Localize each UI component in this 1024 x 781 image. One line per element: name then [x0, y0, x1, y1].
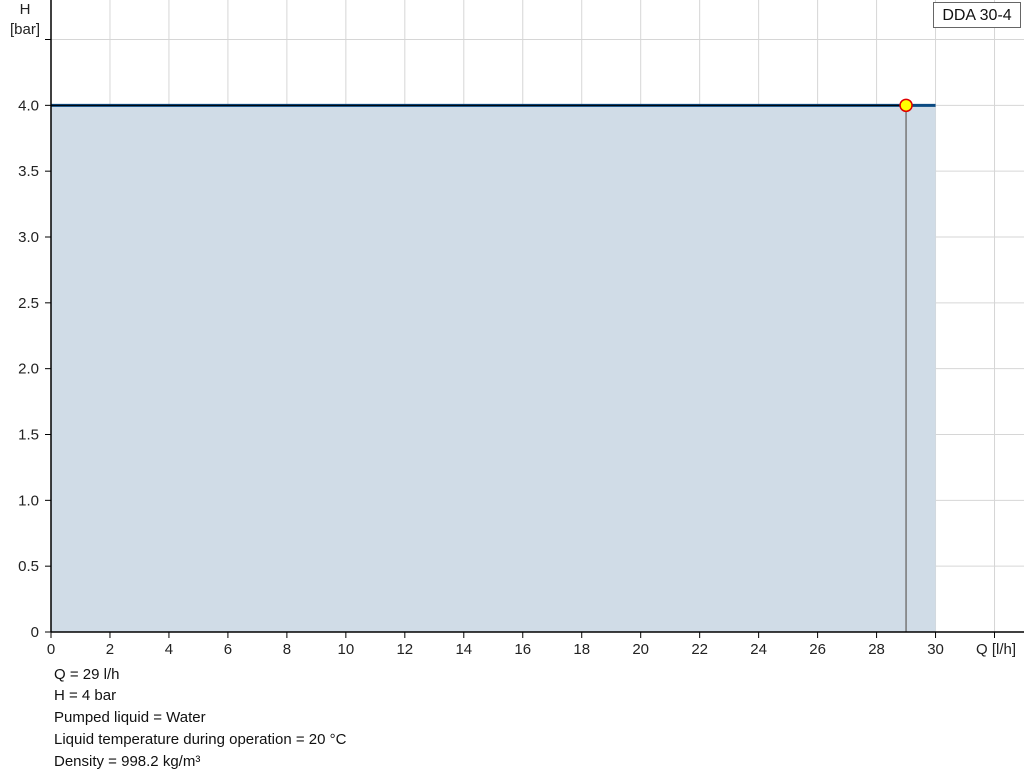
legend-series-name: DDA 30-4 [933, 2, 1021, 28]
info-liquid: Pumped liquid = Water [54, 709, 206, 726]
series-area [51, 105, 936, 633]
info-density: Density = 998.2 kg/m³ [54, 753, 201, 770]
x-tick-label: 24 [750, 641, 767, 658]
x-tick-label: 28 [868, 641, 885, 658]
operating-point [899, 98, 913, 113]
y-tick-label: 3.5 [18, 163, 39, 180]
y-axis-unit: [bar] [10, 21, 40, 38]
info-head: H = 4 bar [54, 687, 117, 704]
x-tick-label: 6 [224, 641, 232, 658]
x-tick-label: 4 [165, 641, 173, 658]
y-tick-label: 0 [31, 624, 39, 641]
info-temperature: Liquid temperature during operation = 20… [54, 731, 347, 748]
x-axis-label: Q [l/h] [976, 641, 1016, 658]
y-tick-label: 4.0 [18, 97, 39, 114]
y-tick-label: 1.5 [18, 427, 39, 444]
y-tick-label: 3.0 [18, 229, 39, 246]
x-tick-label: 2 [106, 641, 114, 658]
x-tick-label: 10 [338, 641, 355, 658]
x-tick-label: 16 [514, 641, 531, 658]
y-tick-label: 2.0 [18, 361, 39, 378]
x-tick-label: 12 [396, 641, 413, 658]
x-tick-label: 14 [455, 641, 472, 658]
x-tick-label: 30 [927, 641, 944, 658]
x-tick-label: 20 [632, 641, 649, 658]
chart-svg: 0 2 4 6 8 10 12 14 16 18 20 22 24 26 28 3000.51.01.52.0… [10, 0, 1024, 658]
x-tick-label: 26 [809, 641, 826, 658]
y-axis-label: H [20, 1, 31, 18]
y-tick-label: 1.0 [18, 492, 39, 509]
y-tick-label: 2.5 [18, 295, 39, 312]
y-tick-label: 0.5 [18, 558, 39, 575]
x-tick-label: 22 [691, 641, 708, 658]
info-flow: Q = 29 l/h [54, 666, 120, 683]
x-tick-label: 0 [47, 641, 55, 658]
x-tick-label: 8 [283, 641, 291, 658]
x-tick-label: 18 [573, 641, 590, 658]
